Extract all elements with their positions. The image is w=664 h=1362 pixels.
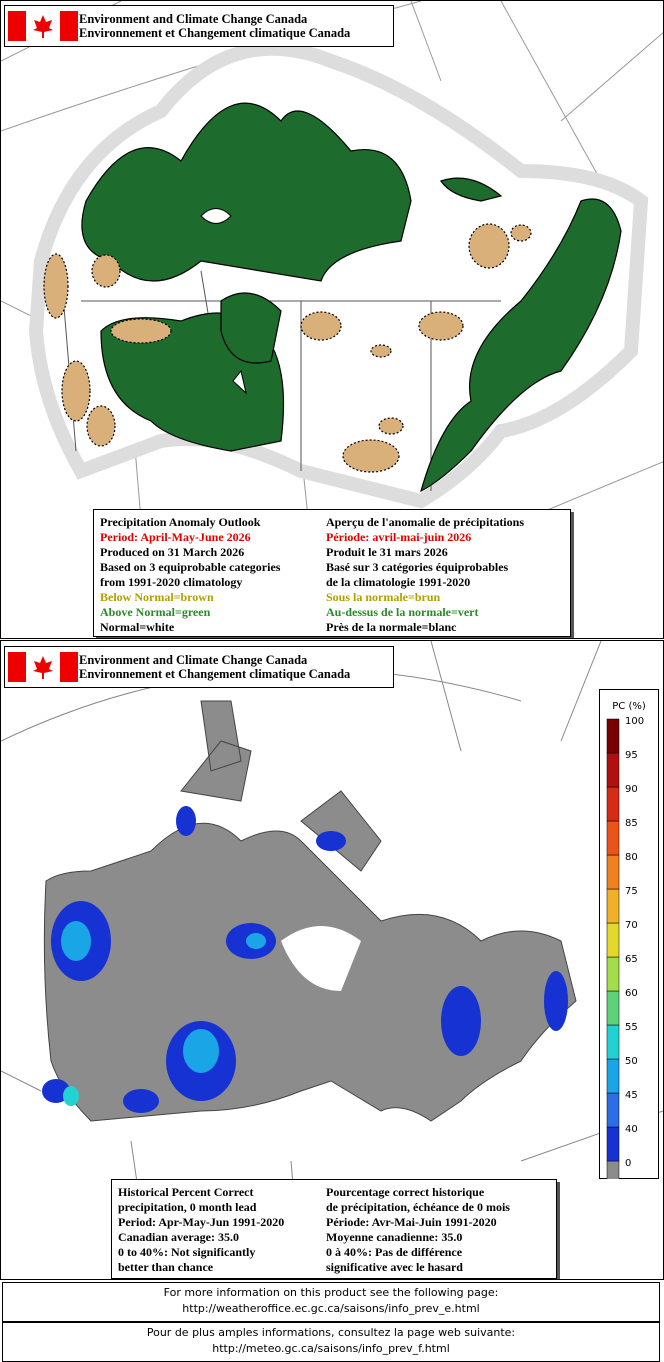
legend-line: de la climatologie 1991-2020: [326, 575, 471, 589]
legend-column: Pourcentage correct historique de précipi…: [326, 1185, 510, 1275]
colorbar-swatch: [606, 956, 620, 992]
flag: [8, 652, 78, 682]
legend-line: Below Normal=brown: [100, 590, 214, 604]
footer-line: For more information on this product see…: [163, 1286, 499, 1299]
colorbar-tick-label: 50: [625, 1056, 638, 1067]
colorbar-swatch: [606, 820, 620, 856]
legend-line: Normal=white: [100, 620, 175, 634]
legend-line: Historical Percent Correct: [118, 1185, 254, 1199]
colorbar: PC (%) 0 40 45 50 55 60 65 70 75 80 85 90 95 100: [599, 689, 659, 1179]
colorbar-tick-label: 70: [625, 920, 638, 931]
colorbar-tick-label: 85: [625, 818, 638, 829]
flag: [8, 11, 78, 41]
colorbar-swatch: [606, 990, 620, 1026]
header-line: Environnement et Changement climatique C…: [79, 667, 351, 681]
header-line: Environnement et Changement climatique C…: [79, 26, 351, 40]
colorbar-swatch: [606, 752, 620, 788]
footer-link[interactable]: http://weatheroffice.ec.gc.ca/saisons/in…: [182, 1302, 480, 1315]
legend-box: Historical Percent Correct precipitation,…: [111, 1179, 557, 1279]
legend-line: better than chance: [118, 1260, 214, 1274]
colorbar-tick-label: 45: [625, 1090, 638, 1101]
footer-french: Pour de plus amples informations, consul…: [2, 1322, 660, 1362]
colorbar-swatch: [606, 1024, 620, 1060]
legend-line: Produced on 31 March 2026: [100, 545, 245, 559]
colorbar-tick-label: 60: [625, 988, 638, 999]
skill-panel: Environment and Climate Change Canada En…: [0, 640, 664, 1280]
header-line: Environment and Climate Change Canada: [79, 653, 308, 667]
colorbar-swatch: [606, 888, 620, 924]
outlook-map: [1, 1, 663, 638]
legend-line: Pourcentage correct historique: [326, 1185, 485, 1199]
legend-line: Sous la normale=brun: [326, 590, 441, 604]
colorbar-swatch: [606, 854, 620, 890]
legend-line: Période: Avr-Mai-Juin 1991-2020: [326, 1215, 497, 1229]
legend-line: Canadian average: 35.0: [118, 1230, 239, 1244]
legend-line: de précipitation, échéance de 0 mois: [326, 1200, 510, 1214]
header: Environment and Climate Change Canada En…: [4, 646, 394, 688]
legend-line: precipitation, 0 month lead: [118, 1200, 257, 1214]
legend-line: 0 à 40%: Pas de différence: [326, 1245, 463, 1259]
footer-english: For more information on this product see…: [2, 1282, 660, 1322]
colorbar-tick-label: 90: [625, 784, 638, 795]
legend-line: Based on 3 equiprobable categories: [100, 560, 281, 574]
legend-column: Aperçu de l'anomalie de précipitations Pé…: [326, 515, 524, 635]
header-line: Environment and Climate Change Canada: [79, 12, 308, 26]
footer-line: Pour de plus amples informations, consul…: [146, 1326, 516, 1339]
colorbar-tick-label: 95: [625, 750, 638, 761]
skill-map: [1, 641, 663, 1279]
colorbar-swatch: [606, 1160, 620, 1179]
legend-line: Above Normal=green: [100, 605, 211, 619]
legend-line: Produit le 31 mars 2026: [326, 545, 448, 559]
legend-line: Période: avril-mai-juin 2026: [326, 530, 472, 544]
colorbar-tick-label: 100: [625, 716, 644, 727]
legend-column: Historical Percent Correct precipitation,…: [118, 1185, 284, 1275]
legend-column: Precipitation Anomaly Outlook Period: Apr…: [100, 515, 280, 635]
legend-line: from 1991-2020 climatology: [100, 575, 243, 589]
colorbar-tick-label: 40: [625, 1124, 638, 1135]
footer-link[interactable]: http://meteo.gc.ca/saisons/info_prev_f.h…: [212, 1342, 450, 1355]
header: Environment and Climate Change Canada En…: [4, 5, 394, 47]
legend-line: 0 to 40%: Not significantly: [118, 1245, 256, 1259]
legend-line: Aperçu de l'anomalie de précipitations: [326, 515, 524, 529]
colorbar-swatch: [606, 1126, 620, 1162]
colorbar-swatch: [606, 718, 620, 754]
outlook-panel: Environment and Climate Change Canada En…: [0, 0, 664, 639]
legend-line: Près de la normale=blanc: [326, 620, 457, 634]
legend-line: significative avec le hasard: [326, 1260, 463, 1274]
colorbar-tick-label: 0: [625, 1158, 631, 1169]
legend-line: Au-dessus de la normale=vert: [326, 605, 479, 619]
colorbar-swatch: [606, 1058, 620, 1094]
colorbar-tick-label: 75: [625, 886, 638, 897]
legend-line: Moyenne canadienne: 35.0: [326, 1230, 463, 1244]
legend-line: Period: Apr-May-Jun 1991-2020: [118, 1215, 285, 1229]
colorbar-tick-label: 65: [625, 954, 638, 965]
colorbar-tick-label: 55: [625, 1022, 638, 1033]
colorbar-swatch: [606, 786, 620, 822]
legend-line: Precipitation Anomaly Outlook: [100, 515, 261, 529]
colorbar-swatch: [606, 922, 620, 958]
colorbar-swatch: [606, 1092, 620, 1128]
colorbar-label: PC (%): [612, 701, 646, 712]
legend-line: Period: April-May-June 2026: [100, 530, 251, 544]
legend-line: Basé sur 3 catégories équiprobables: [326, 560, 509, 574]
legend-box: Precipitation Anomaly Outlook Period: Apr…: [93, 509, 571, 637]
colorbar-tick-label: 80: [625, 852, 638, 863]
